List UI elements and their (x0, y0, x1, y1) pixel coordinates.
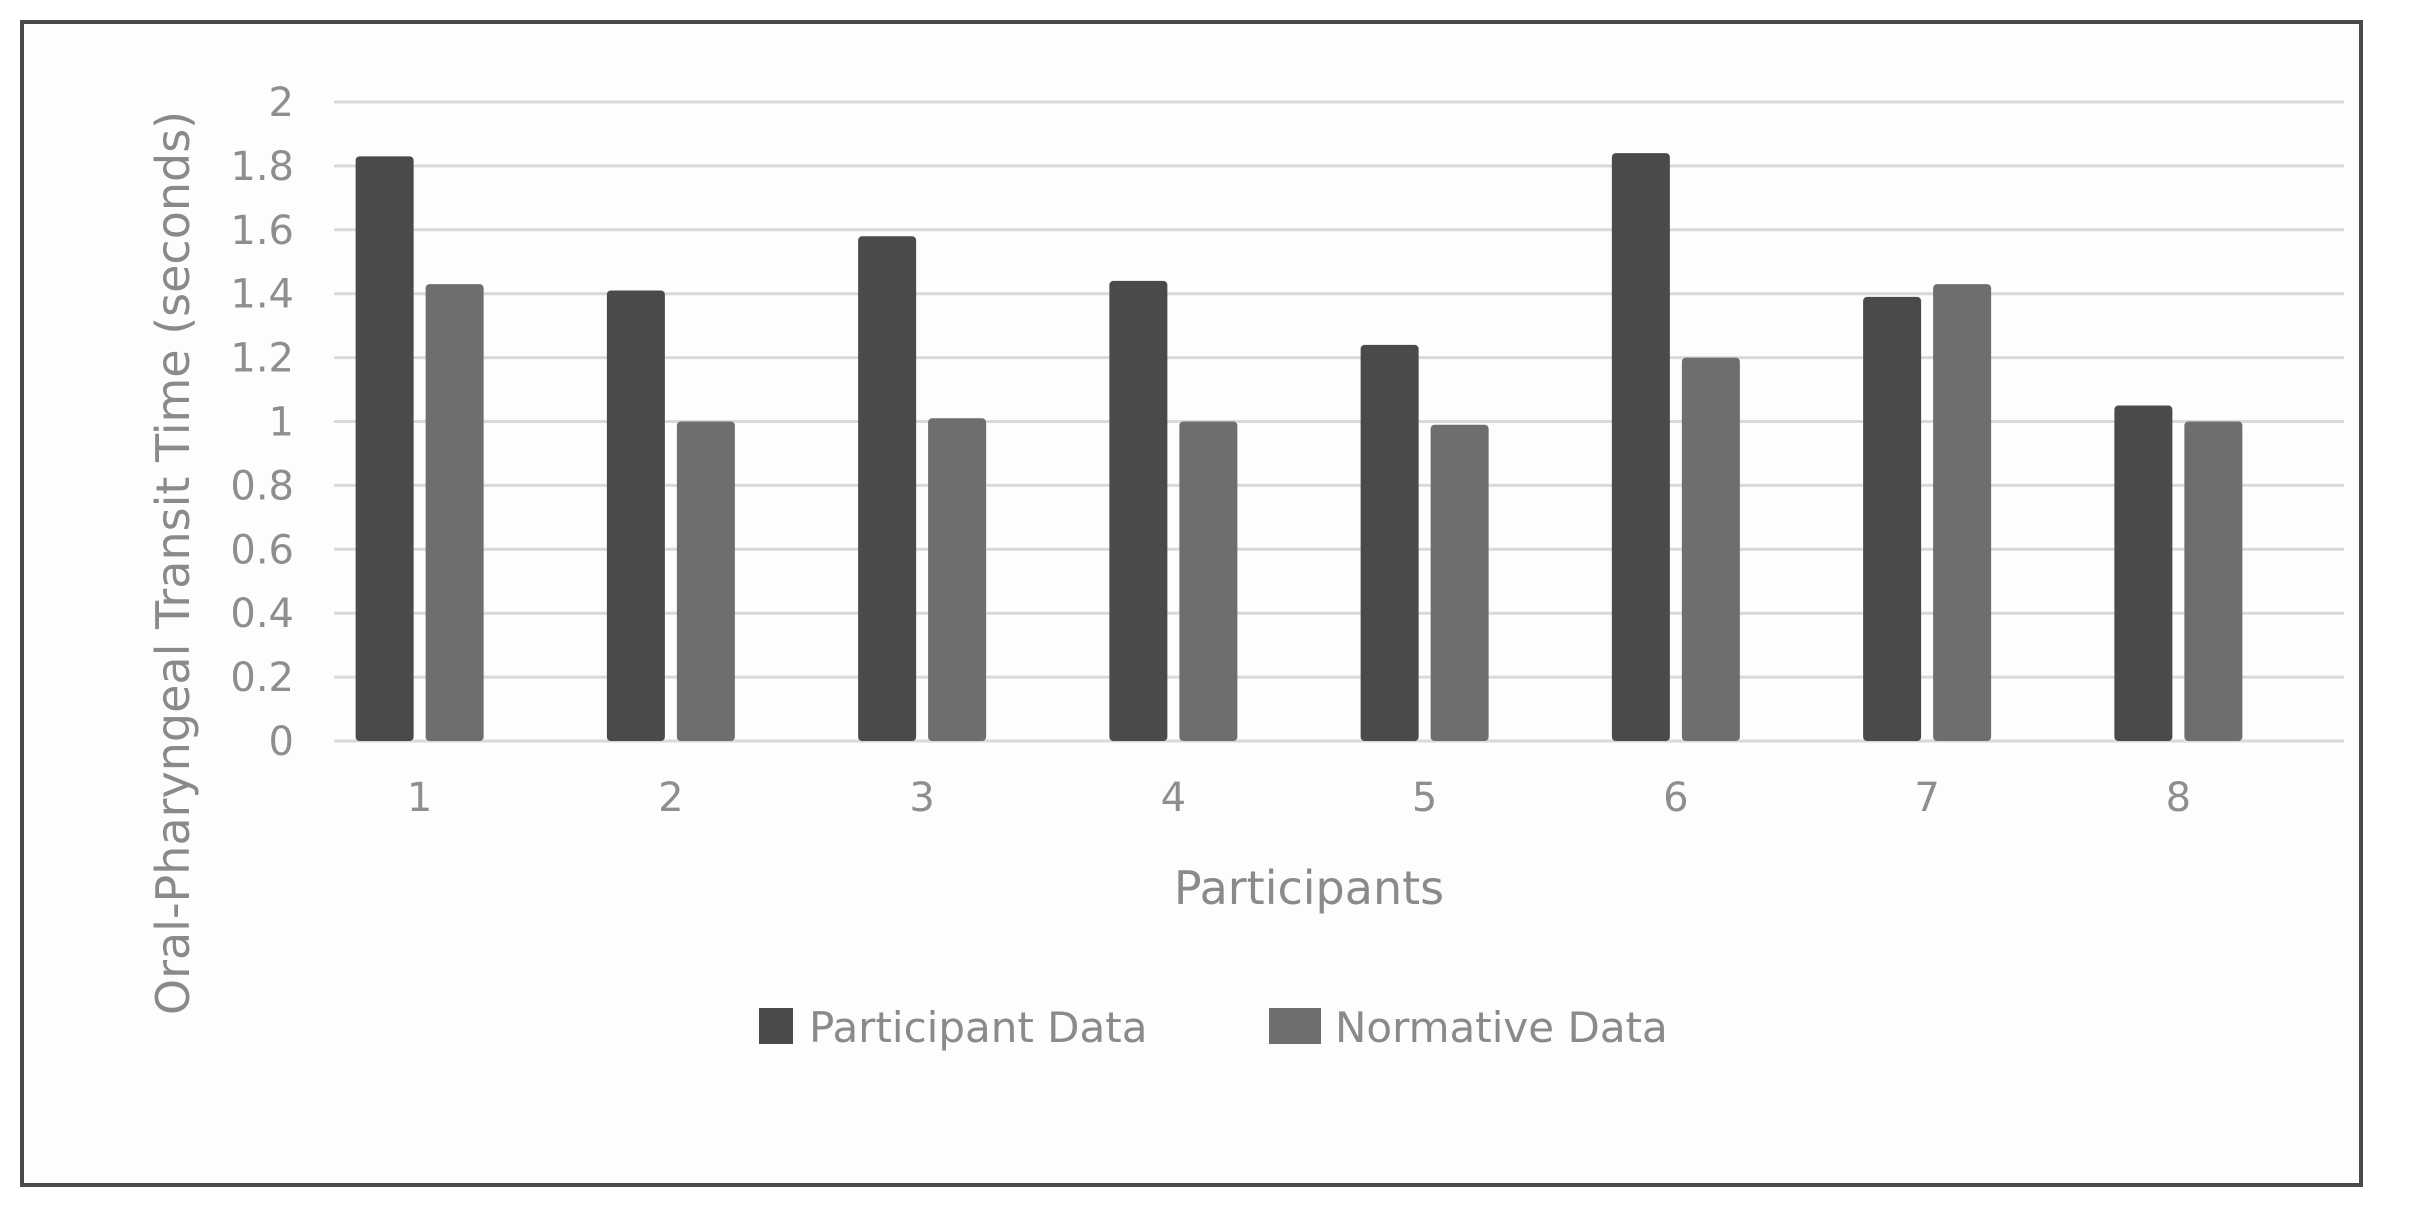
y-tick-label: 0.8 (230, 463, 294, 509)
legend-label: Participant Data (809, 1003, 1147, 1052)
y-axis-ticks: 0 0.2 0.4 0.6 0.8 1 1.2 1.4 1.6 1.8 2 (230, 80, 294, 765)
x-tick-label: 1 (407, 775, 432, 821)
x-tick-label: 4 (1161, 775, 1186, 821)
y-tick-label: 2 (269, 80, 294, 126)
x-tick-label: 8 (2166, 775, 2191, 821)
y-tick-label: 1.6 (230, 208, 294, 254)
legend-swatch (759, 1008, 793, 1044)
x-tick-label: 7 (1914, 775, 1939, 821)
bar-participant (1611, 153, 1670, 741)
y-tick-label: 1 (269, 400, 294, 446)
legend-label: Normative Data (1335, 1003, 1668, 1052)
x-axis-title: Participants (1174, 861, 1444, 915)
bar-normative (928, 418, 987, 741)
y-tick-label: 1.4 (230, 272, 294, 318)
y-axis-title: Oral-Pharyngeal Transit Time (seconds) (146, 111, 200, 1015)
legend: Participant Data Normative Data (759, 1003, 1668, 1052)
x-tick-label: 6 (1663, 775, 1688, 821)
bar-participant (1109, 280, 1168, 741)
x-tick-label: 3 (909, 775, 934, 821)
bar-chart: 0 0.2 0.4 0.6 0.8 1 1.2 1.4 1.6 1.8 2 1 2 3 4 5 6 7 8 Par… (146, 80, 2344, 1052)
bar-participant (1360, 344, 1419, 741)
bar-participant (355, 156, 414, 741)
bar-normative (676, 421, 735, 741)
bar-normative (2184, 421, 2243, 741)
y-tick-label: 1.2 (230, 336, 294, 382)
bar-participant (606, 290, 665, 741)
bar-normative (1933, 284, 1992, 741)
bar-normative (1681, 357, 1740, 741)
bar-participant (858, 236, 917, 741)
x-axis-ticks: 1 2 3 4 5 6 7 8 (407, 775, 2191, 821)
legend-swatch (1269, 1008, 1321, 1044)
y-tick-label: 0.2 (230, 655, 294, 701)
bar-participant (2114, 405, 2173, 741)
x-tick-label: 5 (1412, 775, 1437, 821)
gridlines (334, 100, 2344, 743)
bar-normative (425, 284, 484, 741)
bar-normative (1430, 424, 1489, 741)
y-tick-label: 0.4 (230, 591, 294, 637)
x-tick-label: 2 (658, 775, 683, 821)
y-tick-label: 0.6 (230, 527, 294, 573)
bar-normative (1179, 421, 1238, 741)
chart-frame: 0 0.2 0.4 0.6 0.8 1 1.2 1.4 1.6 1.8 2 1 2 3 4 5 6 7 8 Par… (20, 20, 2363, 1187)
bars (355, 153, 2243, 741)
y-tick-label: 0 (269, 719, 294, 765)
y-tick-label: 1.8 (230, 144, 294, 190)
bar-participant (1863, 296, 1922, 741)
